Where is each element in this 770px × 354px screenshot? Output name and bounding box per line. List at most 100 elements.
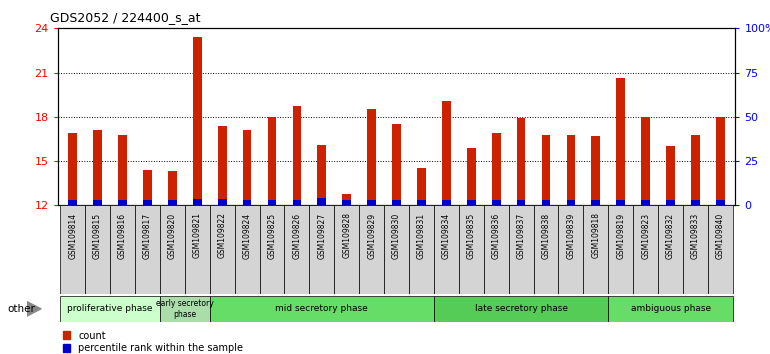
Bar [193,37,202,205]
Bar [434,296,608,322]
Polygon shape [27,301,42,317]
Bar [641,117,650,205]
Bar [143,170,152,205]
Bar [310,205,334,294]
Bar [417,169,426,205]
Bar [60,296,160,322]
Text: GSM109829: GSM109829 [367,212,376,258]
Text: GSM109833: GSM109833 [691,212,700,259]
Text: GSM109822: GSM109822 [218,212,226,258]
Bar [617,79,625,205]
Bar [442,200,450,205]
Bar [567,200,575,205]
Bar [135,205,160,294]
Text: GSM109819: GSM109819 [616,212,625,258]
Legend: count, percentile rank within the sample: count, percentile rank within the sample [62,331,243,353]
Text: GSM109828: GSM109828 [342,212,351,258]
Bar [608,296,733,322]
Bar [691,135,700,205]
Text: GSM109831: GSM109831 [417,212,426,258]
Bar [160,296,209,322]
Text: GSM109820: GSM109820 [168,212,177,258]
Text: early secretory
phase: early secretory phase [156,299,213,319]
Bar [359,205,384,294]
Bar [392,200,401,205]
Bar [218,199,226,205]
Bar [591,136,600,205]
Text: GSM109838: GSM109838 [541,212,551,258]
Bar [492,200,501,205]
Bar [459,205,484,294]
Text: GSM109830: GSM109830 [392,212,401,259]
Bar [293,200,301,205]
Text: GSM109821: GSM109821 [192,212,202,258]
Text: GSM109814: GSM109814 [69,212,77,258]
Bar [367,200,376,205]
Bar [683,205,708,294]
Text: ambiguous phase: ambiguous phase [631,304,711,313]
Text: GSM109824: GSM109824 [243,212,252,258]
Bar [85,205,110,294]
Bar [209,296,434,322]
Bar [384,205,409,294]
Bar [417,200,426,205]
Text: GSM109832: GSM109832 [666,212,675,258]
Text: GSM109815: GSM109815 [93,212,102,258]
Bar [118,135,127,205]
Text: GSM109835: GSM109835 [467,212,476,259]
Bar [541,135,551,205]
Bar [716,200,725,205]
Bar [567,135,575,205]
Text: GSM109826: GSM109826 [293,212,301,258]
Bar [235,205,259,294]
Bar [218,126,226,205]
Bar [143,200,152,205]
Bar [484,205,509,294]
Bar [110,205,135,294]
Bar [268,200,276,205]
Bar [168,200,176,205]
Bar [317,145,326,205]
Bar [209,205,235,294]
Bar [118,200,127,205]
Bar [93,200,102,205]
Text: GSM109823: GSM109823 [641,212,650,258]
Bar [409,205,434,294]
Bar [284,205,310,294]
Bar [633,205,658,294]
Bar [268,117,276,205]
Bar [492,133,501,205]
Bar [541,200,551,205]
Bar [558,205,584,294]
Text: late secretory phase: late secretory phase [474,304,567,313]
Bar [317,198,326,205]
Text: GSM109825: GSM109825 [267,212,276,258]
Bar [69,200,77,205]
Bar [93,130,102,205]
Bar [591,200,600,205]
Bar [60,205,85,294]
Bar [658,205,683,294]
Bar [434,205,459,294]
Bar [69,133,77,205]
Text: GSM109839: GSM109839 [567,212,575,259]
Bar [509,205,534,294]
Bar [243,130,252,205]
Bar [666,146,675,205]
Bar [160,205,185,294]
Bar [442,101,450,205]
Bar [617,200,625,205]
Text: GSM109837: GSM109837 [517,212,526,259]
Bar [467,200,476,205]
Text: GSM109834: GSM109834 [442,212,451,259]
Bar [517,200,525,205]
Bar [367,109,376,205]
Text: mid secretory phase: mid secretory phase [276,304,368,313]
Text: GSM109817: GSM109817 [143,212,152,258]
Text: GSM109836: GSM109836 [492,212,501,259]
Bar [334,205,359,294]
Bar [708,205,733,294]
Text: proliferative phase: proliferative phase [67,304,152,313]
Bar [691,200,700,205]
Bar [293,107,301,205]
